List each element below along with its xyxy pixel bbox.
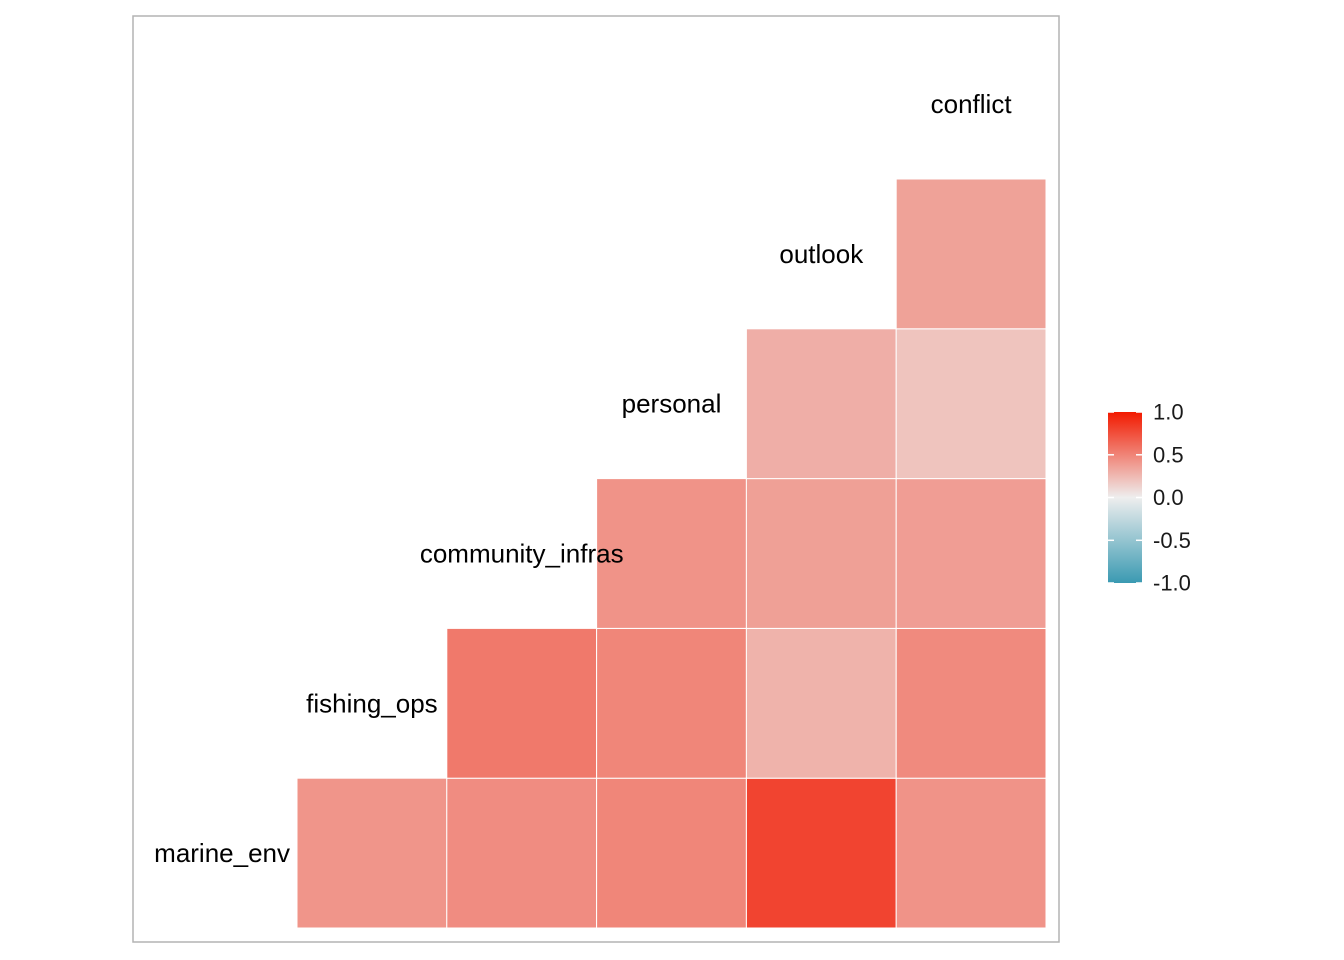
heatmap-cell-marine_env-conflict	[895, 777, 1047, 929]
heatmap-cell-personal-conflict	[895, 328, 1047, 480]
variable-label-marine_env: marine_env	[154, 838, 290, 868]
legend-tick-label: -0.5	[1153, 528, 1191, 553]
heatmap-cell-marine_env-personal	[596, 777, 747, 929]
heatmap-cell-community_infras-outlook	[745, 478, 897, 629]
variable-label-fishing_ops: fishing_ops	[306, 688, 438, 718]
legend-tick-label: 0.5	[1153, 442, 1184, 467]
color-legend: 1.0 0.5 0.0 -0.5 -1.0	[1108, 400, 1191, 596]
variable-label-community_infras: community_infras	[420, 539, 624, 569]
legend-tick-label: 0.0	[1153, 485, 1184, 510]
heatmap-cell-marine_env-outlook	[745, 777, 897, 929]
heatmap-cells	[296, 178, 1047, 929]
heatmap-cell-fishing_ops-outlook	[745, 627, 897, 779]
variable-label-personal: personal	[622, 389, 722, 419]
heatmap-cell-marine_env-fishing_ops	[296, 777, 448, 929]
variable-labels: marine_env fishing_ops community_infras per…	[154, 89, 1012, 868]
heatmap-cell-marine_env-community_infras	[446, 777, 598, 929]
variable-label-outlook: outlook	[779, 239, 864, 269]
variable-label-conflict: conflict	[931, 89, 1013, 119]
heatmap-cell-fishing_ops-personal	[596, 627, 747, 779]
heatmap-cell-outlook-conflict	[895, 178, 1047, 330]
heatmap-cell-fishing_ops-community_infras	[446, 627, 598, 779]
heatmap-cell-personal-outlook	[745, 328, 897, 480]
legend-tick-label: -1.0	[1153, 571, 1191, 596]
legend-tick-label: 1.0	[1153, 400, 1184, 425]
heatmap-cell-fishing_ops-conflict	[895, 627, 1047, 779]
heatmap-cell-community_infras-conflict	[895, 478, 1047, 629]
legend-ticks: 1.0 0.5 0.0 -0.5 -1.0	[1108, 400, 1191, 596]
